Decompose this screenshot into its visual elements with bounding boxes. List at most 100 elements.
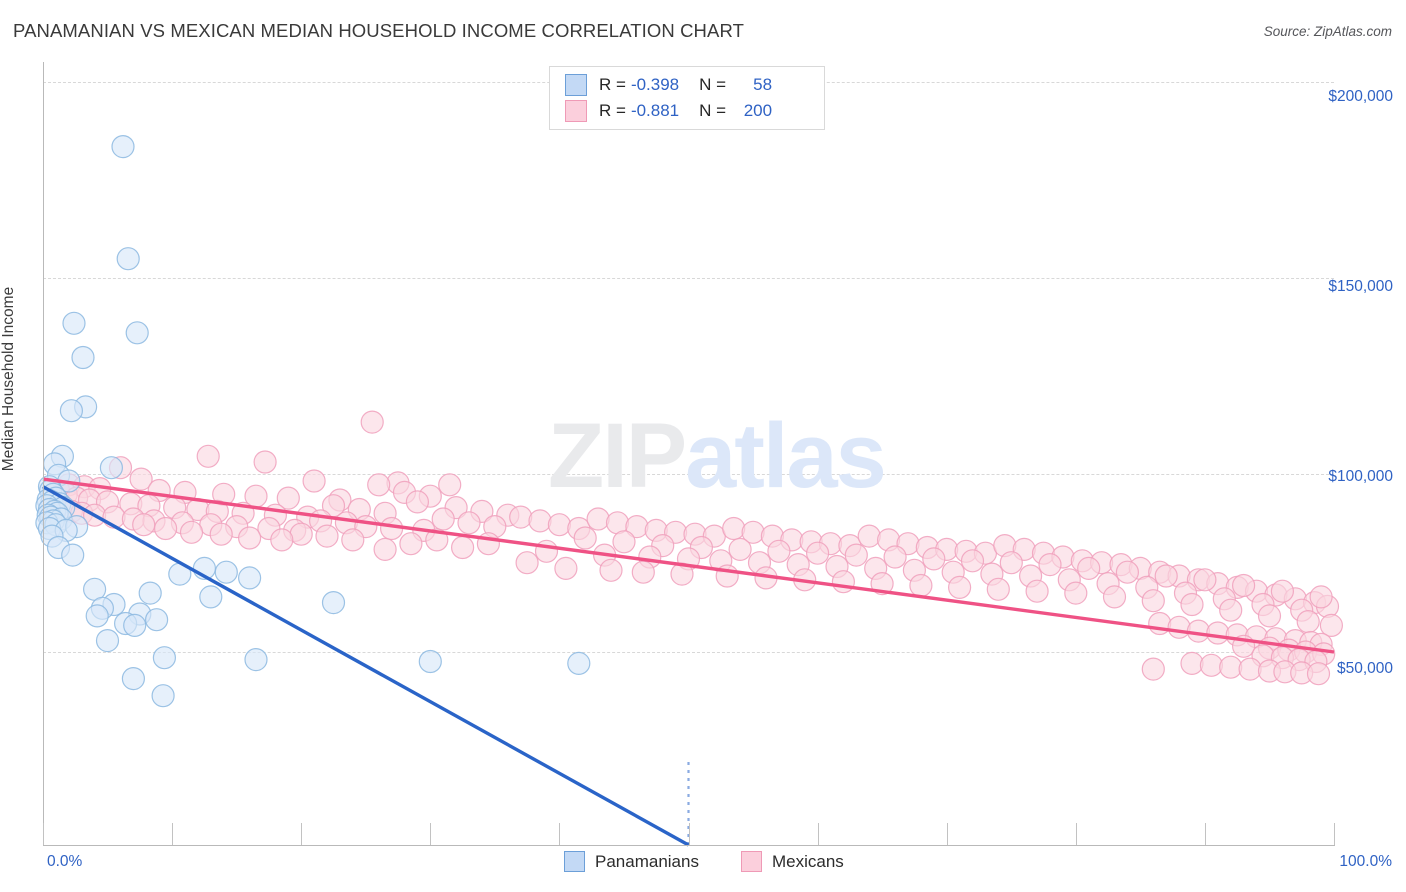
data-point-mexicans	[1064, 581, 1088, 605]
legend-swatch-blue	[565, 74, 587, 96]
x-axis-tick	[301, 823, 303, 845]
data-point-mexicans	[554, 556, 578, 581]
x-axis-tick	[43, 823, 44, 845]
legend-row-mexicans: R = -0.881 N = 200	[565, 99, 772, 123]
data-point-mexicans	[399, 532, 423, 556]
data-point-mexicans	[947, 575, 972, 600]
source-attribution: Source: ZipAtlas.com	[1263, 24, 1392, 39]
series-legend-item-mexicans[interactable]: Mexicans	[740, 851, 844, 872]
trendline-mexicans	[42, 477, 1335, 654]
data-point-mexicans	[1206, 621, 1230, 645]
data-point-mexicans	[196, 444, 220, 468]
data-point-mexicans	[831, 570, 856, 594]
data-point-mexicans	[451, 535, 475, 560]
legend-r-value-blue: -0.398	[630, 75, 680, 94]
data-point-panamanians	[244, 647, 268, 672]
data-point-mexicans	[1296, 609, 1320, 634]
legend-n-label-blue: N =	[699, 75, 727, 94]
data-point-mexicans	[1180, 592, 1204, 617]
data-point-mexicans	[405, 490, 429, 514]
data-point-mexicans	[367, 473, 391, 497]
data-point-mexicans	[767, 539, 791, 563]
data-point-panamanians	[95, 628, 120, 653]
series-legend: Panamanians Mexicans	[564, 851, 844, 872]
data-point-mexicans	[999, 551, 1023, 575]
x-axis-line	[43, 845, 1335, 846]
data-point-mexicans	[528, 509, 552, 533]
legend-n-value-blue: 58	[753, 75, 773, 94]
data-point-mexicans	[547, 513, 572, 537]
data-point-panamanians	[62, 311, 86, 335]
data-point-panamanians	[61, 543, 85, 567]
data-point-mexicans	[132, 513, 156, 537]
data-point-mexicans	[425, 528, 449, 552]
mexicans-points-group	[41, 410, 1344, 686]
data-point-panamanians	[116, 247, 140, 271]
data-point-panamanians	[111, 135, 135, 159]
panamanians-points-group	[35, 135, 591, 708]
data-point-panamanians	[71, 345, 95, 370]
data-point-mexicans	[534, 539, 559, 563]
trendline-panamanians	[42, 485, 690, 847]
legend-r-value-pink: -0.881	[630, 101, 680, 120]
data-point-mexicans	[1038, 552, 1062, 577]
data-point-mexicans	[270, 528, 294, 552]
data-point-mexicans	[922, 547, 946, 571]
x-axis-tick	[1075, 823, 1077, 845]
data-point-mexicans	[1219, 655, 1243, 679]
x-axis-tick	[172, 823, 174, 845]
y-axis-label-100000: $100,000	[1328, 468, 1393, 485]
data-point-mexicans	[631, 560, 655, 584]
data-point-mexicans	[722, 516, 746, 541]
data-point-panamanians	[99, 456, 124, 480]
data-point-mexicans	[986, 577, 1010, 601]
data-point-panamanians	[123, 613, 147, 638]
data-point-mexicans	[289, 522, 313, 546]
data-point-mexicans	[909, 573, 933, 598]
data-point-mexicans	[1306, 662, 1331, 686]
y-axis-label-150000: $150,000	[1328, 278, 1393, 295]
x-axis-tick	[688, 823, 690, 845]
page-title: PANAMANIAN VS MEXICAN MEDIAN HOUSEHOLD I…	[13, 20, 744, 41]
data-point-panamanians	[214, 560, 238, 584]
series-label-panamanians: Panamanians	[595, 851, 699, 871]
data-point-mexicans	[1115, 560, 1140, 584]
data-point-mexicans	[476, 532, 500, 556]
x-axis-tick	[817, 823, 819, 845]
data-point-mexicans	[1167, 615, 1191, 639]
series-swatch-mexicans	[740, 851, 762, 872]
x-axis-tick	[559, 823, 561, 845]
data-point-mexicans	[360, 410, 384, 434]
data-point-mexicans	[209, 522, 233, 546]
data-point-mexicans	[154, 516, 178, 541]
series-label-mexicans: Mexicans	[771, 851, 844, 871]
x-axis-tick	[946, 823, 948, 845]
data-point-mexicans	[1199, 653, 1224, 677]
data-point-mexicans	[438, 473, 462, 497]
gridline-50000	[43, 652, 1334, 653]
data-point-mexicans	[179, 520, 204, 544]
legend-n-value-pink: 200	[743, 101, 773, 120]
data-point-mexicans	[431, 507, 455, 531]
data-point-panamanians	[125, 321, 149, 345]
data-point-mexicans	[1309, 585, 1333, 609]
legend-r-label-blue: R =	[599, 75, 626, 94]
data-point-mexicans	[509, 505, 533, 529]
data-point-mexicans	[599, 558, 623, 582]
data-point-mexicans	[1025, 579, 1049, 603]
data-point-mexicans	[1219, 598, 1243, 622]
y-axis-label-200000: $200,000	[1328, 88, 1393, 105]
data-point-mexicans	[1154, 564, 1178, 588]
data-point-mexicans	[1257, 604, 1282, 628]
data-point-panamanians	[567, 651, 591, 676]
data-point-mexicans	[586, 507, 610, 531]
data-point-mexicans	[129, 467, 153, 491]
data-point-panamanians	[152, 646, 176, 670]
data-point-mexicans	[457, 511, 481, 535]
series-legend-item-panamanians[interactable]: Panamanians	[564, 851, 699, 872]
data-point-mexicans	[1193, 568, 1217, 592]
correlation-legend: R = -0.398 N = 58 R = -0.881 N = 200	[549, 66, 825, 130]
x-axis-tick	[430, 823, 432, 845]
data-point-mexicans	[315, 524, 339, 548]
